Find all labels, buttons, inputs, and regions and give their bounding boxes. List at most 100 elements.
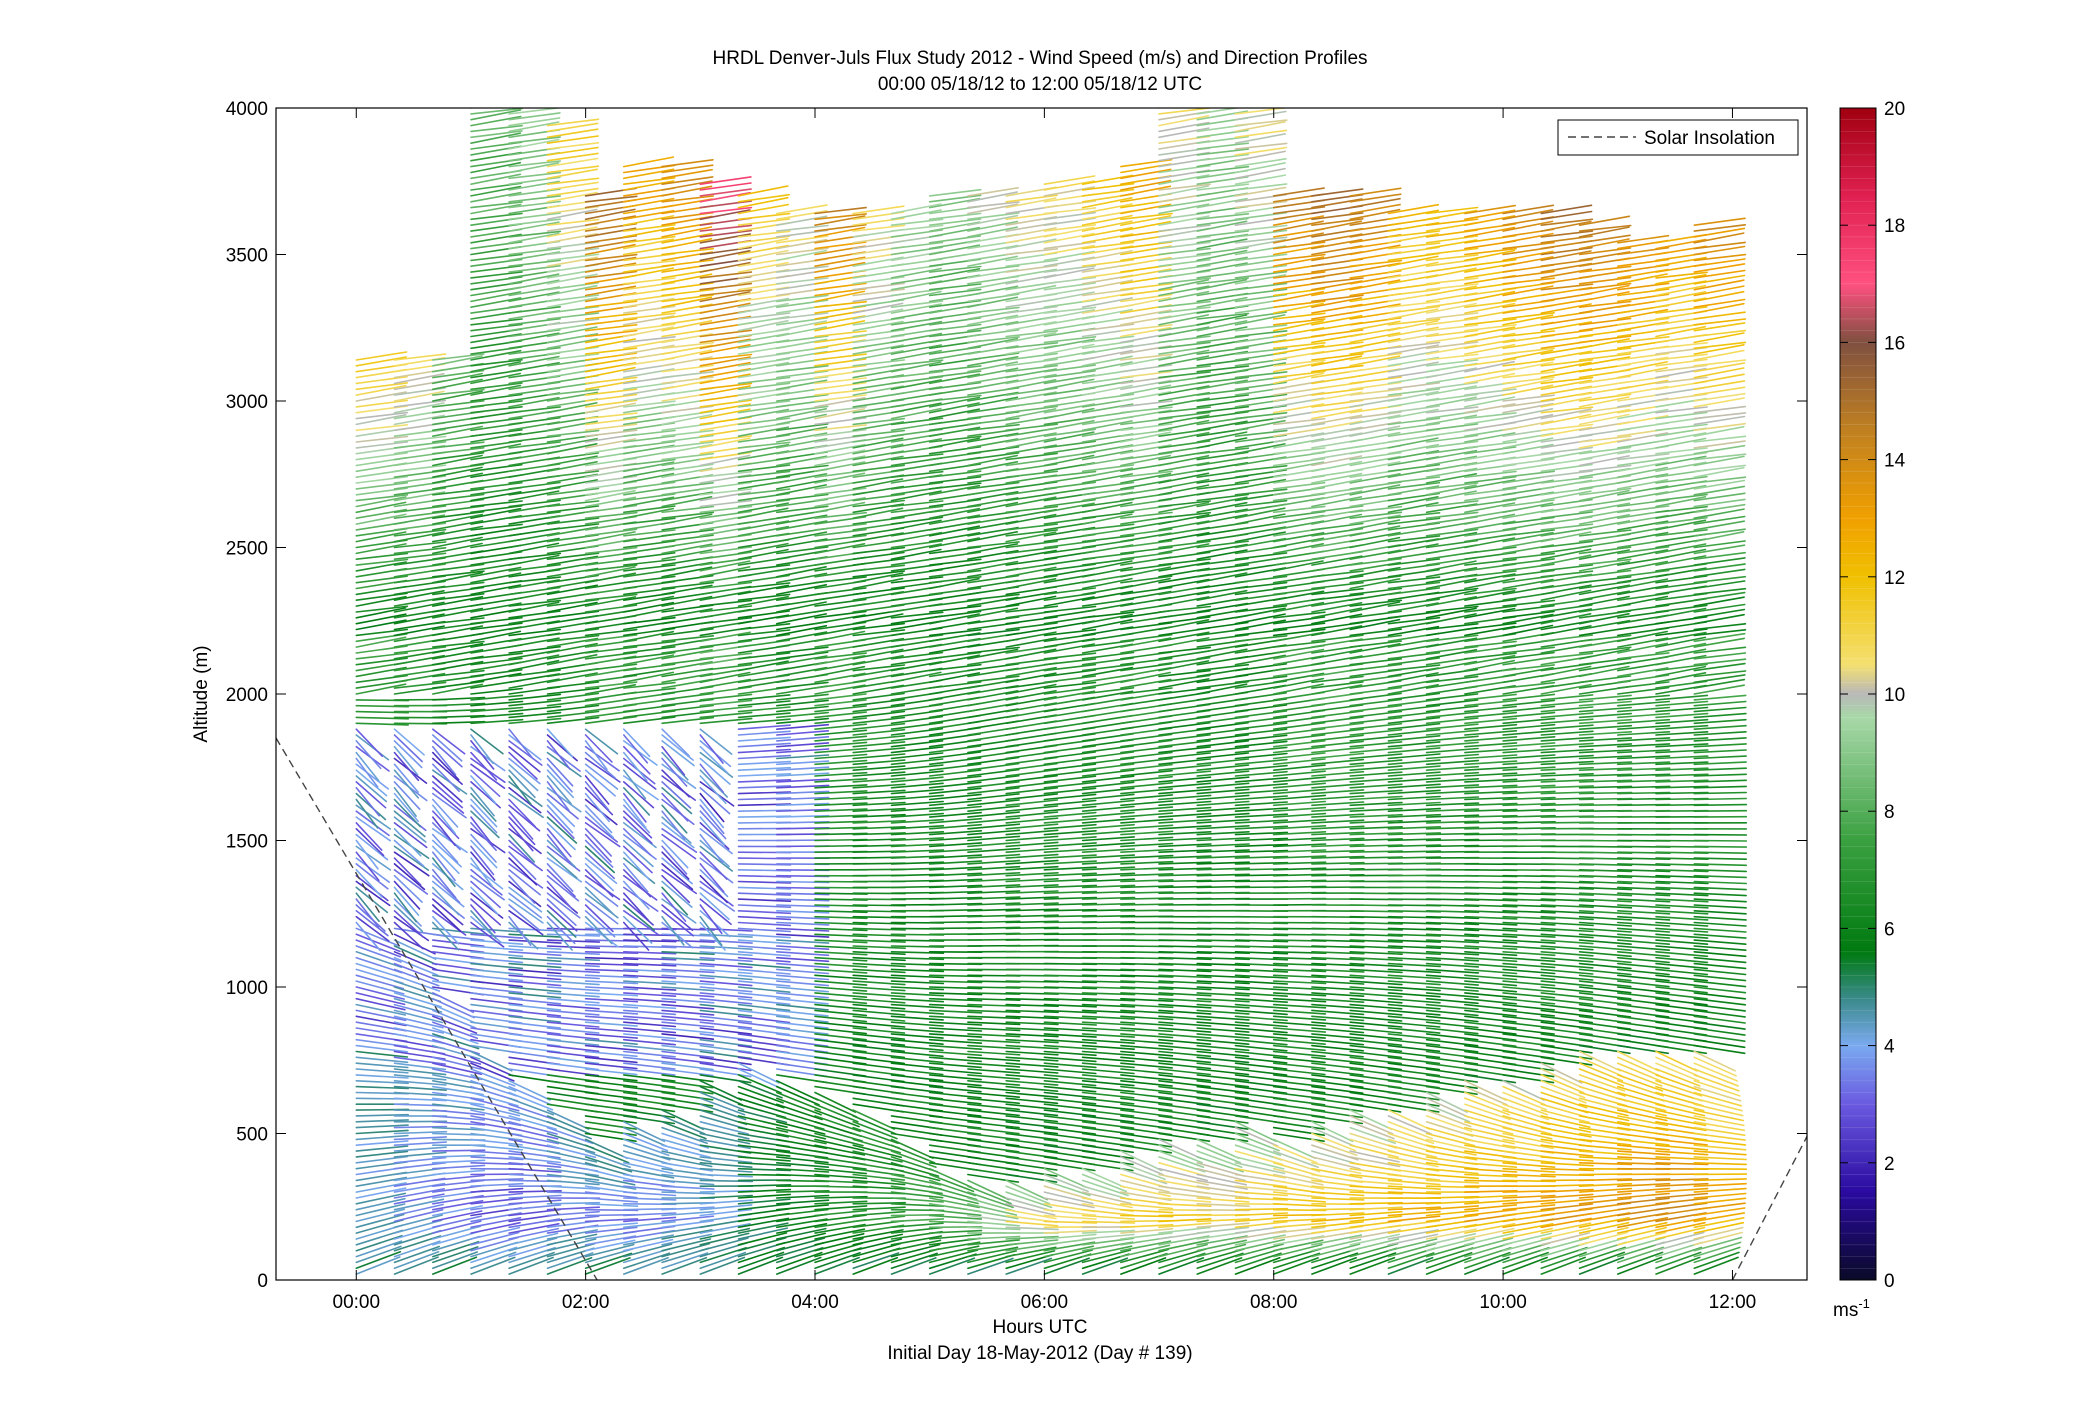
wind-barb xyxy=(470,1056,514,1077)
wind-barb xyxy=(699,1167,753,1173)
wind-barb xyxy=(431,1220,482,1234)
wind-barb xyxy=(508,717,562,725)
wind-barb xyxy=(699,652,753,660)
wind-barb xyxy=(814,765,868,772)
wind-barb xyxy=(508,590,560,602)
wind-barb xyxy=(508,112,561,121)
wind-barb xyxy=(546,874,580,902)
wind-barb xyxy=(584,1167,635,1182)
wind-barb xyxy=(737,742,792,748)
wind-barb xyxy=(508,628,562,637)
wind-barb xyxy=(661,1068,714,1077)
wind-barb xyxy=(546,332,599,344)
wind-barb xyxy=(661,441,715,449)
wind-barb xyxy=(470,851,496,881)
wind-barb xyxy=(584,1144,630,1164)
wind-barb xyxy=(814,424,868,432)
wind-barb xyxy=(622,863,649,893)
wind-barb xyxy=(546,909,577,938)
wind-barb xyxy=(355,384,407,396)
wind-barb xyxy=(814,759,868,766)
wind-barb xyxy=(775,204,828,215)
wind-barb xyxy=(355,933,401,953)
wind-barb xyxy=(699,1232,750,1246)
wind-barb xyxy=(852,1062,905,1071)
wind-barb xyxy=(775,1256,822,1275)
wind-barb xyxy=(737,520,790,531)
wind-barb xyxy=(355,1003,407,1016)
wind-barb xyxy=(355,1129,409,1135)
wind-barb xyxy=(431,720,486,725)
wind-barb xyxy=(775,224,829,232)
wind-barb xyxy=(775,742,830,748)
wind-barb xyxy=(775,760,830,766)
wind-barb xyxy=(814,388,868,396)
wind-barb xyxy=(508,563,561,572)
wind-barb xyxy=(546,1115,591,1135)
wind-barb xyxy=(622,1216,677,1223)
wind-barb xyxy=(431,1174,485,1182)
wind-barb xyxy=(546,927,601,931)
wind-barb xyxy=(546,672,598,684)
wind-barb xyxy=(775,426,828,438)
wind-barb xyxy=(546,904,578,932)
wind-barb xyxy=(661,332,713,344)
wind-barb xyxy=(546,460,598,473)
wind-barb xyxy=(814,796,868,801)
wind-barb xyxy=(431,493,485,502)
wind-barb xyxy=(431,1062,483,1075)
wind-barb xyxy=(661,1179,715,1186)
wind-barb xyxy=(584,681,638,689)
wind-barb xyxy=(622,1068,676,1076)
wind-barb xyxy=(661,757,688,787)
wind-barb xyxy=(775,666,828,678)
wind-barb xyxy=(775,986,830,993)
wind-barb xyxy=(814,693,867,701)
wind-barb xyxy=(508,740,543,766)
wind-barb xyxy=(355,851,380,882)
wind-barb xyxy=(508,898,544,924)
wind-barb xyxy=(661,1015,715,1022)
wind-barb xyxy=(584,1027,639,1033)
wind-barb xyxy=(814,974,868,980)
wind-barb xyxy=(814,1027,868,1035)
wind-barb xyxy=(431,839,462,868)
wind-barb xyxy=(814,1033,867,1041)
wind-barb xyxy=(393,552,447,561)
wind-barb xyxy=(508,997,562,1005)
wind-barb xyxy=(622,997,677,1004)
wind-barb xyxy=(775,546,829,555)
wind-barb xyxy=(393,1130,448,1135)
wind-barb xyxy=(470,1115,522,1127)
wind-barb xyxy=(661,1085,714,1095)
wind-barb xyxy=(661,566,713,578)
wind-barb xyxy=(470,933,524,939)
wind-barb xyxy=(546,296,598,309)
wind-barb xyxy=(661,1109,705,1130)
wind-barb xyxy=(622,540,676,549)
wind-barb xyxy=(737,475,791,484)
wind-barb xyxy=(546,128,599,139)
wind-barb xyxy=(508,1190,562,1193)
wind-barb xyxy=(852,968,906,974)
wind-barb xyxy=(699,678,752,689)
wind-barb xyxy=(546,798,576,828)
wind-barb xyxy=(355,827,385,857)
wind-barb xyxy=(355,411,409,420)
wind-barb xyxy=(508,1227,560,1240)
wind-barb xyxy=(661,164,714,174)
wind-barb xyxy=(775,393,829,402)
wind-barb xyxy=(814,660,866,672)
wind-barb xyxy=(699,546,753,555)
wind-barb xyxy=(737,785,792,789)
wind-barbs-layer xyxy=(355,108,1748,1275)
wind-barb xyxy=(661,1210,715,1217)
wind-barb xyxy=(546,804,574,834)
wind-barb xyxy=(508,1237,558,1252)
wind-barb xyxy=(584,880,619,907)
wind-barb xyxy=(622,892,650,922)
wind-barb xyxy=(470,1144,524,1151)
wind-barb xyxy=(470,264,523,273)
wind-barb xyxy=(699,373,751,385)
wind-barb xyxy=(584,651,638,660)
